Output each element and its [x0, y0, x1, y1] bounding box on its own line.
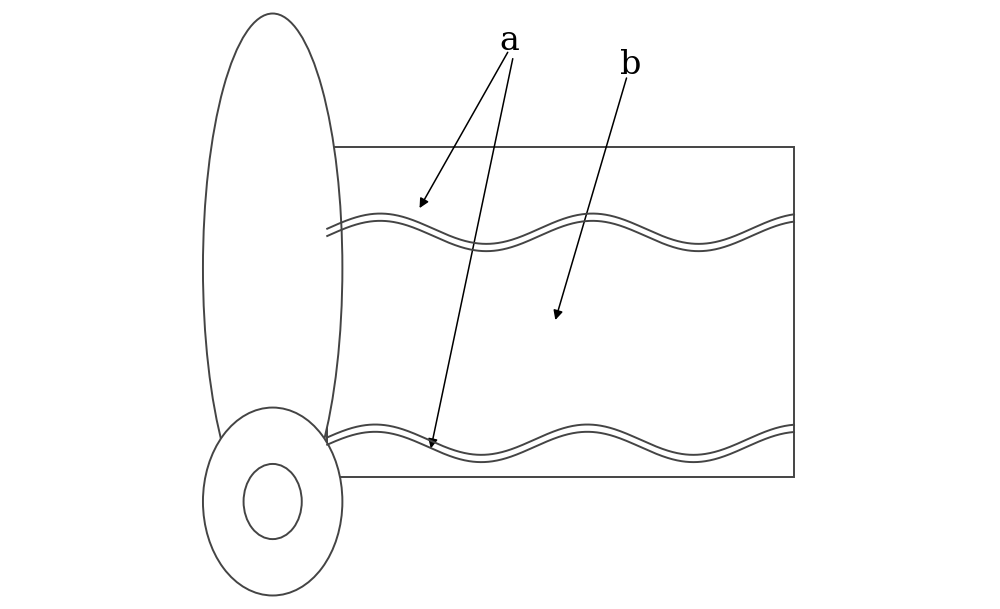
Bar [327, 147, 794, 477]
Ellipse shape [244, 464, 302, 539]
Text: a: a [499, 25, 519, 57]
Ellipse shape [203, 13, 342, 523]
Ellipse shape [203, 407, 342, 596]
Text: b: b [620, 49, 641, 81]
